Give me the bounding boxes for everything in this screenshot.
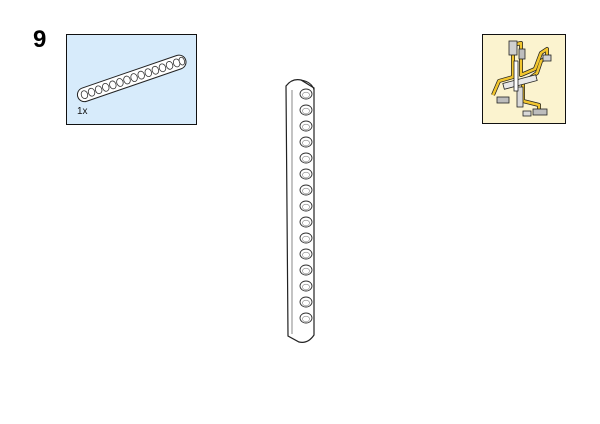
model-preview-image [491,40,552,117]
part-quantity: 1x [77,106,88,117]
parts-list-callout: 1x [66,34,197,125]
step-number: 9 [33,26,47,53]
beam-part-icon [76,54,187,103]
assembly-preview-callout [482,34,566,124]
